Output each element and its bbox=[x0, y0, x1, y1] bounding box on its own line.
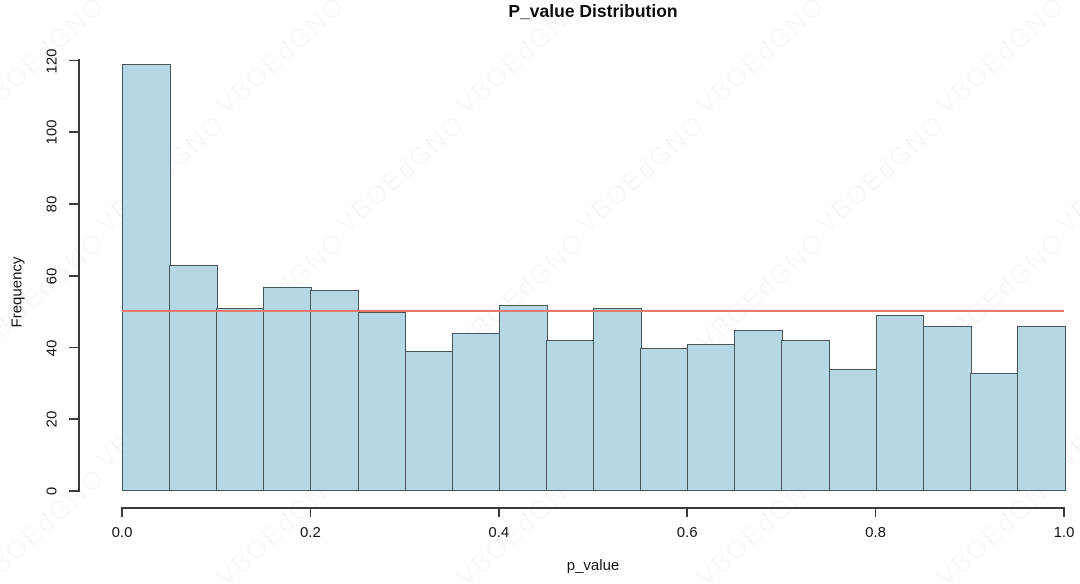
x-tick-mark bbox=[309, 508, 312, 517]
histogram-bar bbox=[545, 340, 595, 491]
y-axis-label: Frequency bbox=[8, 256, 26, 328]
x-tick-label: 1.0 bbox=[1053, 524, 1075, 541]
x-tick-label: 0.0 bbox=[111, 524, 133, 541]
x-tick-label: 0.2 bbox=[299, 524, 321, 541]
x-tick-label: 0.8 bbox=[865, 524, 887, 541]
histogram-bar bbox=[404, 351, 454, 491]
y-tick-label: 40 bbox=[43, 339, 61, 356]
histogram-bar bbox=[922, 326, 972, 491]
histogram-bar bbox=[1016, 326, 1066, 491]
y-tick-label: 80 bbox=[43, 195, 61, 213]
watermark-text: VBOEdGNO bbox=[0, 461, 111, 584]
y-tick-mark bbox=[69, 490, 79, 492]
histogram-bar bbox=[969, 372, 1019, 491]
histogram-bar bbox=[169, 265, 218, 491]
y-tick-label: 20 bbox=[43, 410, 61, 428]
x-tick-label: 0.6 bbox=[676, 524, 698, 541]
x-tick-mark bbox=[686, 508, 689, 517]
histogram-bar bbox=[640, 347, 689, 491]
histogram-bar bbox=[357, 311, 407, 491]
reference-line bbox=[122, 309, 1064, 312]
y-tick-label: 0 bbox=[43, 486, 61, 496]
x-tick-mark bbox=[874, 508, 877, 517]
y-tick-mark bbox=[69, 418, 79, 421]
y-tick-mark bbox=[69, 131, 79, 134]
histogram-bar bbox=[122, 64, 171, 491]
y-tick-label: 60 bbox=[43, 267, 61, 285]
x-tick-mark bbox=[497, 508, 500, 517]
x-tick-label: 0.4 bbox=[488, 524, 510, 541]
histogram-bar bbox=[593, 308, 642, 491]
histogram-bar bbox=[687, 343, 737, 491]
y-tick-label: 120 bbox=[43, 48, 61, 74]
histogram-bar bbox=[781, 340, 831, 491]
x-axis-line bbox=[121, 507, 1065, 509]
y-tick-mark bbox=[69, 346, 79, 349]
histogram-bar bbox=[734, 329, 784, 491]
y-tick-mark bbox=[69, 59, 79, 62]
x-axis-label: p_value bbox=[566, 557, 620, 574]
histogram-bar bbox=[875, 315, 925, 491]
histogram-bar bbox=[498, 304, 548, 491]
histogram-bar bbox=[310, 290, 360, 491]
y-tick-mark bbox=[69, 274, 79, 277]
histogram-bar bbox=[263, 286, 313, 491]
x-tick-mark bbox=[121, 508, 123, 517]
histogram-bar bbox=[828, 369, 878, 491]
chart-title: P_value Distribution bbox=[508, 1, 678, 21]
histogram-bar bbox=[451, 333, 501, 491]
histogram-bar bbox=[216, 308, 266, 491]
plot-area bbox=[122, 58, 1066, 491]
y-tick-mark bbox=[69, 203, 79, 205]
y-tick-label: 100 bbox=[43, 119, 61, 145]
x-tick-mark bbox=[1063, 508, 1065, 517]
